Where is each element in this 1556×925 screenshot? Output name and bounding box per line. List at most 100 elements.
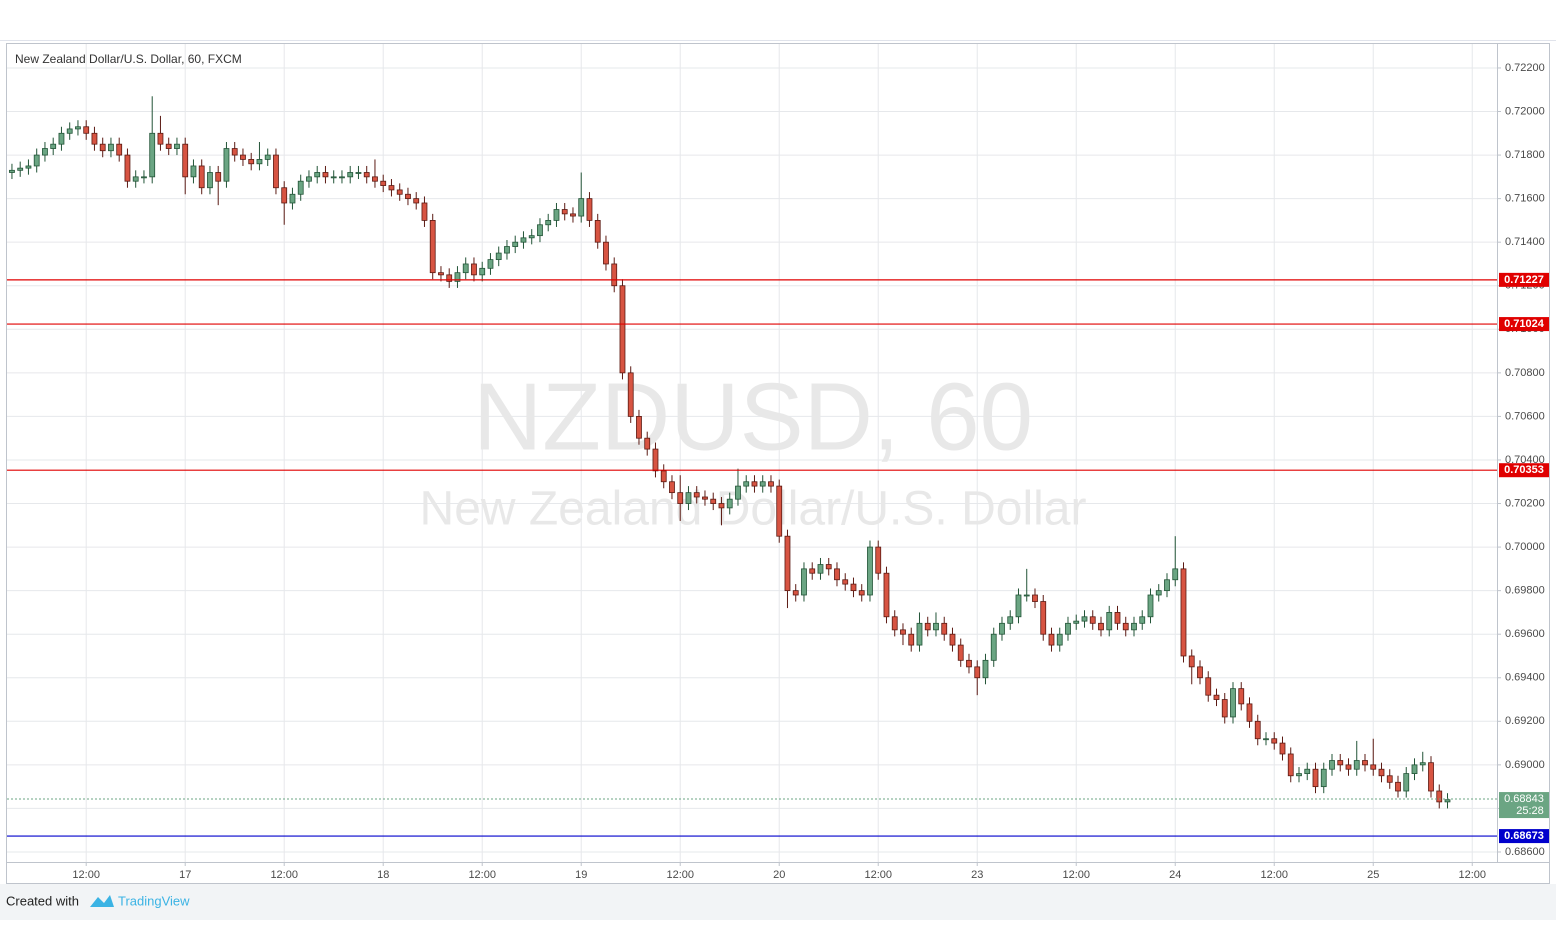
- y-tick-label: 0.72200: [1505, 62, 1545, 74]
- candle-body: [825, 564, 832, 570]
- candle-body: [1139, 616, 1146, 624]
- candle-body: [1263, 738, 1269, 741]
- candle-body: [1122, 622, 1129, 631]
- candle-body: [17, 167, 24, 171]
- chart-title: New Zealand Dollar/U.S. Dollar, 60, FXCM: [15, 52, 242, 66]
- candle-body: [429, 220, 436, 274]
- level-label: 0.71024: [1504, 318, 1545, 330]
- candle-body: [116, 143, 123, 156]
- candle-body: [1048, 633, 1055, 646]
- candle-body: [1155, 590, 1162, 596]
- candle-body: [982, 659, 989, 679]
- candle-body: [966, 659, 972, 668]
- candle-body: [520, 237, 527, 243]
- candle-body: [801, 568, 807, 596]
- candle-body: [1180, 568, 1187, 657]
- y-tick-label: 0.72000: [1505, 105, 1545, 117]
- candle-body: [619, 285, 626, 374]
- footer-text: Created with: [6, 893, 79, 908]
- candle-body: [1131, 622, 1137, 631]
- candle-body: [396, 189, 403, 195]
- candle-body: [570, 213, 576, 217]
- candle-body: [1436, 790, 1443, 803]
- candle-body: [58, 132, 65, 145]
- candle-body: [1246, 703, 1253, 722]
- candle-body: [306, 176, 312, 182]
- candle-body: [1056, 633, 1063, 646]
- candle-body: [1329, 760, 1335, 770]
- x-tick-label: 17: [179, 869, 191, 881]
- candle-body: [1271, 738, 1278, 744]
- x-tick-label: 12:00: [1260, 869, 1288, 881]
- candle-body: [850, 583, 857, 592]
- candle-body: [1065, 622, 1071, 635]
- level-label: 0.70353: [1504, 464, 1544, 476]
- candle-body: [124, 154, 131, 182]
- x-tick-label: 25: [1367, 869, 1379, 881]
- x-tick-label: 12:00: [468, 869, 496, 881]
- candle-body: [405, 193, 411, 200]
- footer-bar: [0, 884, 1556, 920]
- candle-body: [380, 180, 387, 186]
- candle-body: [207, 172, 213, 189]
- candle-body: [330, 176, 337, 179]
- candle-body: [174, 143, 180, 149]
- candle-body: [735, 485, 741, 500]
- candle-body: [1040, 601, 1047, 635]
- candle-body: [611, 263, 618, 287]
- candle-body: [693, 492, 700, 498]
- y-tick-label: 0.70000: [1505, 541, 1545, 553]
- candle-body: [1106, 612, 1113, 631]
- candle-body: [710, 498, 717, 504]
- candle-body: [462, 263, 469, 274]
- candle-body: [537, 224, 543, 237]
- candle-body: [454, 272, 461, 282]
- candle-body: [751, 481, 758, 487]
- candle-body: [1213, 694, 1220, 700]
- candle-body: [322, 172, 329, 178]
- candle-body: [487, 259, 494, 269]
- candle-body: [1287, 753, 1294, 777]
- candle-body: [817, 564, 824, 574]
- footer-logo: [90, 895, 114, 907]
- candle-body: [1188, 655, 1195, 668]
- candle-body: [974, 666, 981, 679]
- candle-body: [1345, 764, 1352, 770]
- candle-body: [83, 126, 90, 134]
- candle-body: [677, 492, 684, 504]
- y-tick-label: 0.69000: [1505, 759, 1545, 771]
- candle-body: [42, 148, 48, 156]
- candle-body: [578, 198, 585, 217]
- candle-body: [33, 154, 40, 167]
- candle-body: [1073, 620, 1080, 624]
- candle-body: [768, 481, 774, 487]
- candle-body: [1362, 760, 1368, 766]
- candle-body: [908, 633, 915, 646]
- x-tick-label: 18: [377, 869, 389, 881]
- candle-body: [421, 202, 428, 221]
- candle-body: [1089, 616, 1096, 624]
- y-tick-label: 0.69800: [1505, 585, 1545, 597]
- candle-body: [1428, 762, 1434, 792]
- x-tick-label: 12:00: [270, 869, 298, 881]
- candle-body: [1197, 666, 1203, 679]
- candle-body: [726, 498, 733, 509]
- candle-body: [669, 481, 675, 494]
- candle-body: [1312, 768, 1319, 788]
- candle-body: [1411, 764, 1418, 774]
- candle-body: [495, 252, 502, 261]
- level-label: 0.68673: [1504, 830, 1544, 842]
- candle-body: [1015, 594, 1022, 618]
- candle-body: [223, 148, 230, 182]
- footer-brand[interactable]: TradingView: [118, 893, 190, 908]
- candle-body: [273, 154, 279, 189]
- candle-body: [9, 169, 15, 173]
- candle-body: [924, 622, 931, 631]
- candle-body: [652, 448, 659, 472]
- candle-body: [372, 176, 378, 182]
- watermark-symbol: NZDUSD, 60: [473, 363, 1033, 470]
- candle-body: [1444, 799, 1451, 803]
- y-tick-label: 0.71800: [1505, 149, 1545, 161]
